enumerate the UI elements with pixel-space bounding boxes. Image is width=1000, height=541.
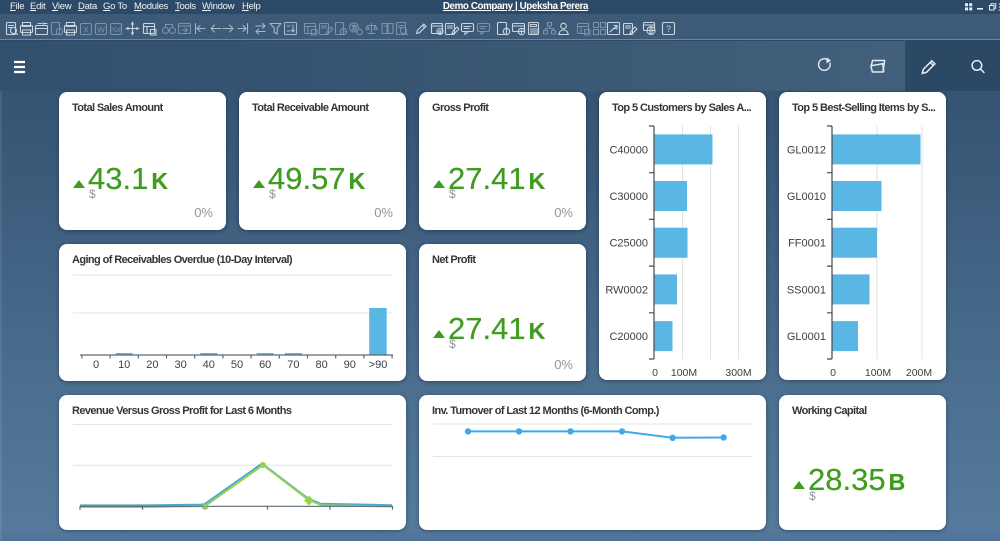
svg-text:SS0001: SS0001: [787, 284, 826, 296]
svg-text:0: 0: [652, 367, 658, 379]
svg-text:50: 50: [231, 359, 243, 371]
svg-text:X: X: [83, 26, 89, 35]
svg-text:30: 30: [174, 359, 186, 371]
svg-text:200M: 200M: [906, 367, 932, 379]
svg-text:80: 80: [315, 359, 327, 371]
svg-text:GL0012: GL0012: [787, 144, 826, 156]
svg-text:W: W: [97, 26, 105, 35]
svg-text:PDF: PDF: [110, 28, 122, 34]
svg-text:GL0001: GL0001: [787, 331, 826, 343]
svg-text:20: 20: [146, 359, 158, 371]
svg-text:300M: 300M: [725, 367, 751, 379]
svg-text:70: 70: [287, 359, 299, 371]
svg-text:100M: 100M: [671, 367, 697, 379]
svg-text:C30000: C30000: [609, 191, 648, 203]
svg-text:GL0010: GL0010: [787, 191, 826, 203]
svg-text:FF0001: FF0001: [788, 238, 826, 250]
svg-text:90: 90: [344, 359, 356, 371]
svg-text:100M: 100M: [865, 367, 891, 379]
svg-text:RW0002: RW0002: [605, 284, 648, 296]
svg-text:10: 10: [118, 359, 130, 371]
svg-text:C25000: C25000: [609, 238, 648, 250]
svg-text:60: 60: [259, 359, 271, 371]
svg-text:0: 0: [93, 359, 99, 371]
svg-text:0: 0: [830, 367, 836, 379]
svg-text:40: 40: [203, 359, 215, 371]
svg-text:C20000: C20000: [609, 331, 648, 343]
svg-text:C40000: C40000: [609, 144, 648, 156]
svg-text:>90: >90: [369, 359, 388, 371]
